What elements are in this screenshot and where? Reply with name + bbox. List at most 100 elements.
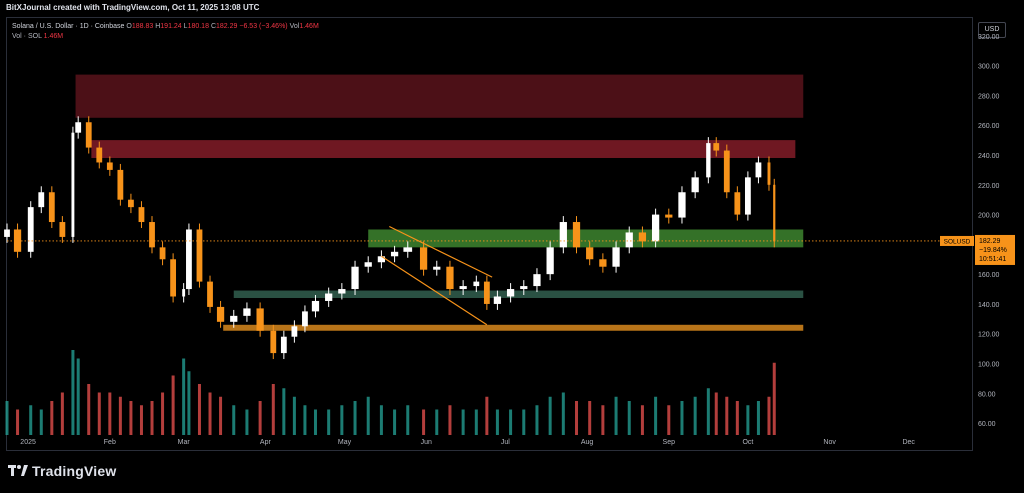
candle-body bbox=[256, 308, 264, 331]
vol-value: 1.46M bbox=[299, 23, 319, 30]
volume-bar bbox=[258, 401, 262, 435]
price-tag-ticker: SOLUSD bbox=[944, 238, 971, 245]
volume-bar bbox=[5, 401, 9, 435]
symbol-legend: Solana / U.S. Dollar · 1D · Coinbase O18… bbox=[12, 22, 319, 42]
candle-body bbox=[351, 266, 359, 290]
zone-support-orange bbox=[223, 324, 804, 331]
candle-body bbox=[390, 251, 399, 257]
volume-indicator-label[interactable]: Vol · SOL bbox=[12, 33, 42, 40]
tradingview-logo-text: TradingView bbox=[32, 463, 117, 479]
x-tick-label: Jun bbox=[421, 439, 432, 446]
volume-bar bbox=[150, 401, 154, 435]
zone-support-green bbox=[368, 229, 804, 248]
volume-bar bbox=[16, 409, 20, 435]
candle-body bbox=[138, 207, 145, 223]
volume-bar bbox=[706, 388, 710, 435]
candle-body bbox=[419, 247, 428, 270]
volume-bar bbox=[435, 409, 439, 435]
candle-body bbox=[625, 232, 633, 248]
volume-bar bbox=[654, 396, 658, 435]
candle-body bbox=[106, 162, 113, 170]
y-tick-label: 320.00 bbox=[978, 34, 1000, 41]
x-tick-label: 2025 bbox=[20, 439, 36, 446]
volume-bar bbox=[219, 396, 223, 435]
candle-body bbox=[302, 311, 308, 327]
volume-bar bbox=[406, 405, 410, 435]
channel-line-upper bbox=[389, 225, 493, 278]
high-label: H bbox=[155, 23, 161, 30]
y-tick-label: 300.00 bbox=[978, 64, 1000, 71]
volume-bar bbox=[735, 401, 739, 435]
change-value: −6.53 (−3.46%) bbox=[239, 23, 288, 30]
candle-body bbox=[713, 143, 720, 151]
top-bar: BitXJournal created with TradingView.com… bbox=[0, 0, 1024, 16]
candle-body bbox=[520, 286, 528, 290]
tradingview-logo[interactable]: TradingView bbox=[8, 463, 116, 479]
x-tick-label: Feb bbox=[104, 439, 116, 446]
candle-body bbox=[182, 289, 186, 297]
y-tick-label: 240.00 bbox=[978, 153, 1000, 160]
price-tag-countdown: 10:51:41 bbox=[979, 256, 1006, 263]
symbol-name[interactable]: Solana / U.S. Dollar · 1D · Coinbase bbox=[12, 23, 125, 30]
candle-body bbox=[483, 281, 490, 304]
candle-body bbox=[59, 222, 66, 237]
candle-body bbox=[117, 169, 124, 200]
x-tick-label: Aug bbox=[581, 439, 594, 446]
volume-bar bbox=[161, 392, 165, 435]
candle-body bbox=[216, 306, 225, 322]
candle-body bbox=[75, 122, 82, 133]
volume-bar bbox=[292, 396, 296, 435]
candle-body bbox=[243, 308, 251, 316]
high-value: 191.24 bbox=[160, 23, 182, 30]
volume-bar bbox=[139, 405, 143, 435]
volume-bar bbox=[353, 401, 357, 435]
volume-bar bbox=[39, 409, 43, 435]
candle-body bbox=[586, 247, 594, 260]
candle-body bbox=[170, 259, 177, 297]
volume-bar bbox=[522, 409, 526, 435]
x-tick-label: Oct bbox=[742, 439, 753, 446]
volume-bar bbox=[548, 396, 552, 435]
candle-body bbox=[433, 266, 441, 270]
vol-label: Vol bbox=[289, 23, 300, 30]
y-tick-label: 280.00 bbox=[978, 93, 1000, 100]
tradingview-logo-icon bbox=[8, 465, 28, 476]
candle-body bbox=[755, 162, 762, 178]
candle-body bbox=[48, 192, 55, 223]
volume-bar bbox=[171, 375, 175, 435]
candle-body bbox=[338, 289, 346, 294]
candle-body bbox=[691, 177, 699, 193]
y-tick-label: 220.00 bbox=[978, 183, 1000, 190]
candle-body bbox=[291, 326, 298, 337]
channel-line-lower bbox=[381, 255, 488, 326]
volume-bar bbox=[313, 409, 317, 435]
volume-bar bbox=[187, 371, 191, 435]
candle-body bbox=[572, 222, 581, 248]
x-tick-label: Dec bbox=[902, 439, 915, 446]
volume-bar bbox=[118, 396, 122, 435]
volume-bar bbox=[575, 401, 579, 435]
y-tick-label: 160.00 bbox=[978, 272, 1000, 279]
x-tick-label: Apr bbox=[260, 439, 272, 446]
candle-body bbox=[38, 192, 45, 208]
volume-bar bbox=[485, 396, 489, 435]
volume-bar bbox=[627, 401, 631, 435]
x-tick-label: May bbox=[338, 439, 352, 446]
volume-bar bbox=[182, 358, 186, 435]
candle-body bbox=[4, 229, 10, 237]
candle-body bbox=[128, 199, 134, 208]
candle-body bbox=[533, 274, 541, 287]
candle-body bbox=[638, 232, 647, 242]
volume-bar bbox=[767, 396, 771, 435]
y-tick-label: 80.00 bbox=[978, 391, 996, 398]
currency-button[interactable]: USD bbox=[978, 22, 1006, 38]
candle-body bbox=[506, 289, 515, 297]
volume-bar bbox=[461, 409, 465, 435]
volume-bar bbox=[197, 384, 201, 435]
candle-body bbox=[773, 184, 776, 242]
zone-resistance-lower bbox=[91, 140, 796, 158]
volume-bar bbox=[87, 384, 91, 435]
volume-bar bbox=[680, 401, 684, 435]
volume-bar bbox=[535, 405, 539, 435]
